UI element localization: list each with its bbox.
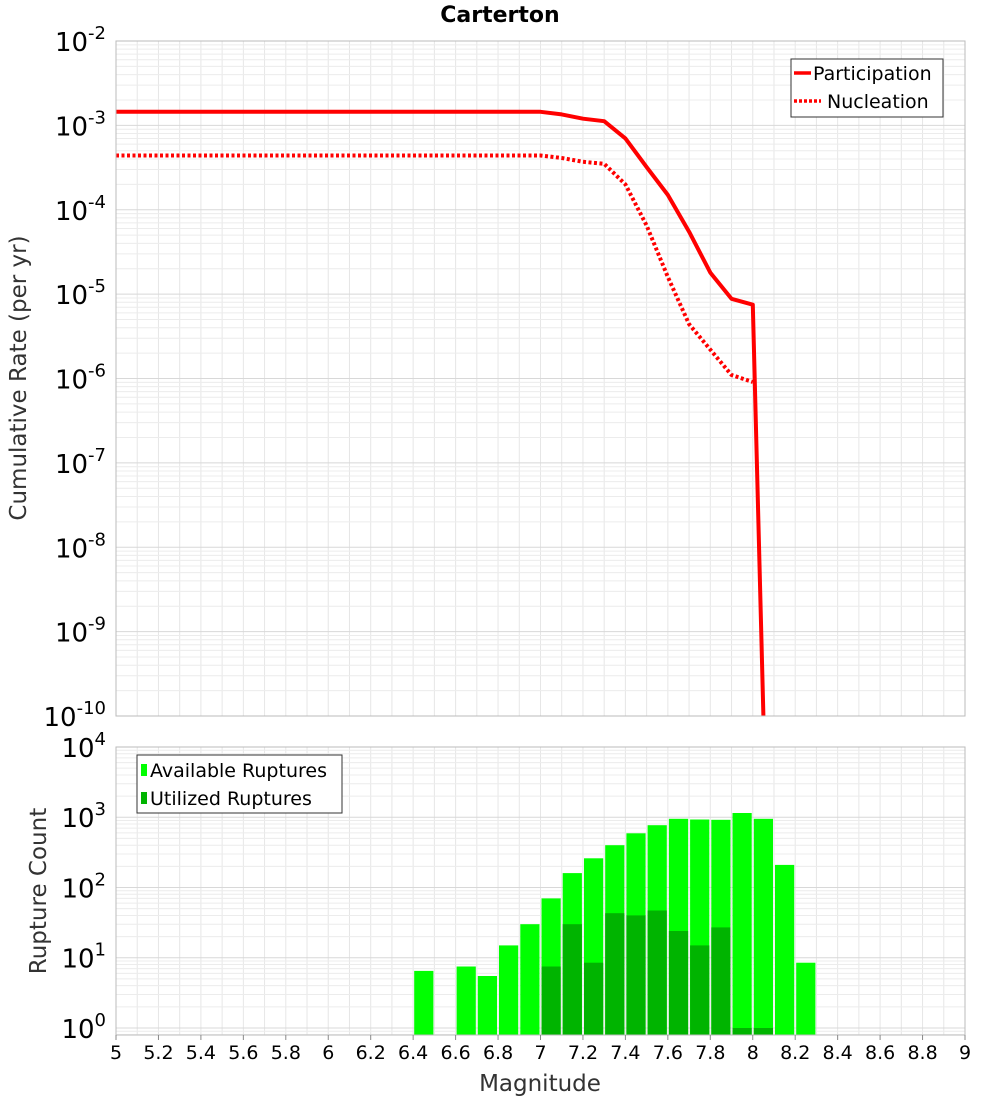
magnitude-x-tick-label: 7: [534, 1042, 546, 1064]
cumulative-rate-plot-frame: [115, 40, 966, 717]
cumulative-rate-y-tick-label: 10-10: [44, 698, 107, 733]
available-ruptures-bar: [499, 945, 519, 1035]
utilized-ruptures-bar: [626, 915, 646, 1035]
cumulative-rate-y-tick-label: 10-2: [55, 23, 106, 58]
cumulative-rate-y-tick-label: 10-4: [55, 192, 106, 227]
magnitude-x-tick-label: 8: [747, 1042, 759, 1064]
magnitude-x-tick-label: 7.8: [695, 1042, 725, 1064]
utilized-ruptures-legend-swatch: [141, 792, 147, 804]
rupture-count-y-tick-label: 104: [61, 729, 106, 764]
utilized-ruptures-legend-label: Utilized Ruptures: [150, 788, 312, 810]
cumulative-rate-gridlines: [115, 41, 966, 717]
magnitude-x-tick-label: 5: [110, 1042, 122, 1064]
available-ruptures-bar: [775, 864, 795, 1035]
rupture-count-y-tick-label: 103: [61, 799, 106, 834]
available-ruptures-bar: [753, 818, 773, 1035]
available-ruptures-bar: [732, 813, 752, 1035]
rupture-count-legend-box: [136, 754, 343, 814]
utilized-ruptures-bar: [711, 927, 731, 1035]
magnitude-x-tick-label: 9: [959, 1042, 971, 1064]
available-ruptures-legend-label: Available Ruptures: [150, 760, 327, 782]
utilized-ruptures-bar: [753, 1028, 773, 1035]
magnitude-x-tick-label: 5.4: [186, 1042, 216, 1064]
cumulative-rate-legend-box: [790, 58, 944, 118]
utilized-ruptures-bar: [605, 913, 625, 1035]
magnitude-x-tick-label: 5.6: [228, 1042, 258, 1064]
utilized-ruptures-bar: [541, 966, 561, 1035]
magnitude-x-tick-label: 5.2: [143, 1042, 173, 1064]
magnitude-x-tick-label: 8.8: [907, 1042, 937, 1064]
magnitude-x-tick-label: 8.4: [823, 1042, 853, 1064]
cumulative-rate-y-axis-label: Cumulative Rate (per yr): [6, 235, 32, 520]
cumulative-rate-panel: 10-2 10-3 10-4 10-5 10-6 10-7 10-8 10-9 10-10 Cu…: [6, 23, 966, 733]
cumulative-rate-y-tick-label: 10-6: [55, 361, 106, 396]
rupture-count-y-axis-label: Rupture Count: [26, 808, 52, 974]
available-ruptures-legend-swatch: [141, 764, 147, 776]
utilized-ruptures-bar: [584, 962, 604, 1035]
magnitude-x-tick-label: 6.4: [398, 1042, 428, 1064]
cumulative-rate-y-tick-label: 10-5: [55, 276, 106, 311]
utilized-ruptures-bar: [647, 910, 667, 1035]
cumulative-rate-y-tick-label: 10-3: [55, 107, 106, 142]
magnitude-x-ticks: 5 5.2 5.4 5.6 5.8 6 6.2 6.4 6.6 6.8 7 7.2 7.4 7.6 7.8 8…: [110, 1035, 971, 1064]
rupture-count-y-ticks: 104 103 102 101 100: [61, 729, 106, 1045]
cumulative-rate-y-tick-label: 10-9: [55, 614, 106, 649]
cumulative-rate-legend: Participation Nucleation: [790, 58, 944, 118]
utilized-ruptures-bar: [732, 1028, 752, 1035]
available-ruptures-bar: [520, 924, 540, 1035]
participation-legend-label: Participation: [813, 63, 932, 85]
magnitude-x-tick-label: 6.8: [483, 1042, 513, 1064]
available-ruptures-bar: [414, 970, 434, 1035]
magnitude-x-tick-label: 7.6: [653, 1042, 683, 1064]
magnitude-x-tick-label: 6: [322, 1042, 334, 1064]
chart-title: Carterton: [440, 3, 559, 28]
utilized-ruptures-bar: [562, 924, 582, 1035]
rupture-count-panel: 104 103 102 101 100 5 5.2 5.4 5.6 5.8 6 6.2 6.4 6.6 6…: [26, 729, 971, 1097]
available-ruptures-bar: [796, 962, 816, 1035]
available-ruptures-bar: [477, 976, 497, 1035]
magnitude-x-tick-label: 8.2: [780, 1042, 810, 1064]
nucleation-legend-label: Nucleation: [827, 91, 929, 113]
cumulative-rate-y-tick-label: 10-8: [55, 529, 106, 564]
utilized-ruptures-bar: [690, 945, 710, 1035]
magnitude-x-tick-label: 6.2: [356, 1042, 386, 1064]
cumulative-rate-y-ticks: 10-2 10-3 10-4 10-5 10-6 10-7 10-8 10-9 10-10: [44, 23, 107, 733]
participation-line: [116, 109, 766, 717]
rupture-count-y-tick-label: 100: [61, 1010, 106, 1045]
rupture-count-y-tick-label: 101: [61, 940, 106, 975]
magnitude-x-axis-label: Magnitude: [479, 1071, 601, 1097]
utilized-ruptures-bar: [668, 931, 689, 1035]
magnitude-x-tick-label: 8.6: [865, 1042, 895, 1064]
rupture-count-legend: Available Ruptures Utilized Ruptures: [136, 754, 343, 814]
cumulative-rate-series: [116, 109, 766, 717]
rupture-count-y-tick-label: 102: [61, 869, 106, 904]
nucleation-line: [116, 153, 754, 384]
rupture-count-bars: [414, 813, 816, 1035]
magnitude-x-tick-label: 5.8: [271, 1042, 301, 1064]
magnitude-x-tick-label: 6.6: [440, 1042, 470, 1064]
magnitude-x-tick-label: 7.2: [568, 1042, 598, 1064]
cumulative-rate-y-tick-label: 10-7: [55, 445, 106, 480]
available-ruptures-bar: [456, 966, 476, 1035]
magnitude-x-tick-label: 7.4: [610, 1042, 640, 1064]
